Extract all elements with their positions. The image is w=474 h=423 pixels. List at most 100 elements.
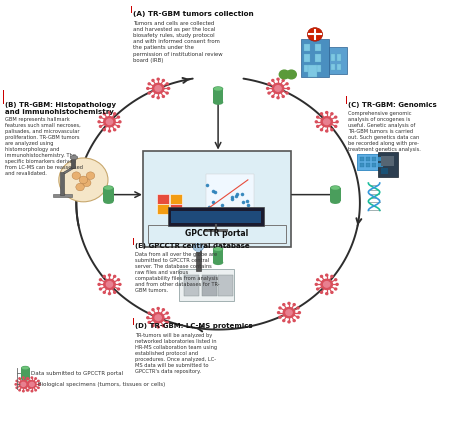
Circle shape <box>152 325 154 327</box>
Circle shape <box>31 377 33 378</box>
Circle shape <box>166 83 168 85</box>
Bar <box>170 204 182 214</box>
Bar <box>156 202 163 208</box>
Bar <box>378 162 383 167</box>
Circle shape <box>336 121 338 123</box>
Circle shape <box>23 377 24 378</box>
Bar <box>156 194 169 203</box>
Bar <box>304 65 310 72</box>
Point <box>228 194 236 201</box>
Circle shape <box>147 317 149 319</box>
Circle shape <box>106 282 113 287</box>
Circle shape <box>118 279 119 280</box>
Circle shape <box>103 113 105 115</box>
Bar <box>156 204 169 214</box>
Circle shape <box>98 283 100 285</box>
Circle shape <box>147 88 149 89</box>
Circle shape <box>279 69 290 80</box>
Circle shape <box>103 129 105 131</box>
Circle shape <box>283 308 295 318</box>
Circle shape <box>286 69 297 80</box>
FancyBboxPatch shape <box>356 154 387 170</box>
Circle shape <box>308 27 322 41</box>
Bar <box>131 6 132 14</box>
Circle shape <box>275 85 281 91</box>
Circle shape <box>27 378 28 379</box>
Bar <box>213 89 223 102</box>
Circle shape <box>266 88 269 89</box>
Circle shape <box>21 382 26 386</box>
Circle shape <box>148 321 150 323</box>
Bar <box>378 157 383 161</box>
Circle shape <box>279 307 281 309</box>
Circle shape <box>335 126 337 127</box>
Circle shape <box>29 387 31 388</box>
Bar <box>315 65 320 72</box>
Circle shape <box>16 387 18 388</box>
Bar <box>346 96 347 104</box>
Point <box>205 203 212 210</box>
Circle shape <box>148 312 150 314</box>
Circle shape <box>162 96 164 97</box>
Text: (E) GPCCTR central database: (E) GPCCTR central database <box>136 243 250 249</box>
Bar <box>381 168 388 173</box>
Bar <box>21 368 29 379</box>
Circle shape <box>162 309 164 310</box>
Circle shape <box>152 96 154 97</box>
Ellipse shape <box>193 244 203 251</box>
Ellipse shape <box>70 155 78 159</box>
Point <box>210 206 218 213</box>
Bar <box>315 54 320 62</box>
Circle shape <box>272 83 284 93</box>
Bar <box>315 44 320 51</box>
Circle shape <box>166 312 168 314</box>
Circle shape <box>297 316 299 318</box>
Circle shape <box>286 310 292 316</box>
Circle shape <box>335 116 337 118</box>
Circle shape <box>19 381 27 388</box>
Circle shape <box>282 80 284 81</box>
FancyBboxPatch shape <box>148 225 286 243</box>
Bar <box>133 318 135 325</box>
Circle shape <box>100 116 101 118</box>
Circle shape <box>104 117 115 127</box>
Circle shape <box>100 288 101 290</box>
Bar <box>308 65 318 77</box>
Circle shape <box>103 291 105 293</box>
Circle shape <box>326 293 328 294</box>
Bar <box>366 157 370 161</box>
Ellipse shape <box>104 186 113 190</box>
Circle shape <box>106 119 113 124</box>
Circle shape <box>72 172 81 179</box>
Circle shape <box>282 96 284 97</box>
Circle shape <box>19 378 20 379</box>
Circle shape <box>317 279 319 280</box>
Circle shape <box>317 116 319 118</box>
Circle shape <box>297 307 299 309</box>
Ellipse shape <box>213 86 223 91</box>
Bar <box>204 229 228 232</box>
Bar <box>304 54 310 62</box>
Circle shape <box>321 279 332 289</box>
Bar <box>381 156 394 166</box>
Circle shape <box>277 78 279 80</box>
Circle shape <box>86 172 95 179</box>
Circle shape <box>324 119 330 124</box>
Ellipse shape <box>330 185 340 190</box>
Circle shape <box>286 92 288 94</box>
Circle shape <box>25 380 26 382</box>
Circle shape <box>336 283 338 285</box>
Circle shape <box>29 382 34 386</box>
Bar <box>330 188 340 201</box>
Bar <box>329 47 347 74</box>
Circle shape <box>152 309 154 310</box>
Bar <box>360 162 364 167</box>
Point <box>219 202 226 209</box>
Text: Comprehensive genomic
analysis of oncogenes is
useful. Genetic analysis of
TR-GB: Comprehensive genomic analysis of oncoge… <box>348 111 421 152</box>
Circle shape <box>114 129 116 131</box>
Circle shape <box>24 384 25 385</box>
Text: Biological specimens (tumors, tissues or cells): Biological specimens (tumors, tissues or… <box>37 382 165 387</box>
Circle shape <box>157 326 159 328</box>
Circle shape <box>166 92 168 94</box>
Circle shape <box>293 304 295 305</box>
